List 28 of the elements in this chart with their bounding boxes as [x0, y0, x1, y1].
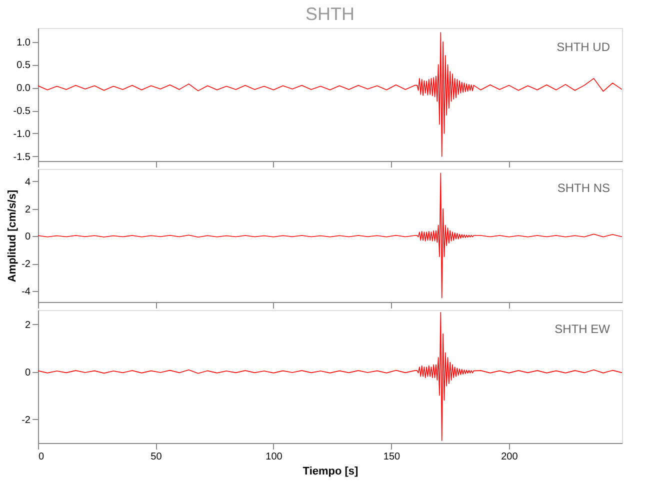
x-tick-label: 200 — [501, 452, 518, 462]
y-tick-label: 0.0 — [16, 83, 31, 94]
y-tick-label: -1.5 — [13, 152, 31, 163]
y-tick-label: 4 — [24, 176, 31, 188]
y-tick-label: 0 — [24, 367, 31, 378]
annotation: SHTH NS — [557, 181, 610, 195]
x-axis-title: Tiempo [s] — [302, 466, 359, 478]
y-tick-label: -1.0 — [13, 128, 31, 140]
line-series — [38, 312, 622, 442]
chart-title: SHTH — [306, 4, 354, 24]
line-series — [38, 32, 622, 157]
y-tick-label: -2 — [22, 414, 31, 426]
x-tick-label: 100 — [266, 452, 283, 462]
y-tick-label: 0.5 — [16, 60, 31, 72]
annotation: SHTH EW — [554, 322, 611, 336]
y-tick-label: 1.0 — [16, 37, 31, 48]
x-tick-label: 150 — [383, 452, 401, 462]
y-tick-label: 2 — [24, 204, 31, 216]
y-tick-label: -2 — [22, 259, 31, 270]
annotation: SHTH UD — [556, 40, 610, 54]
y-axis-title: Amplitud [cm/s/s] — [6, 190, 19, 282]
y-tick-label: 2 — [24, 320, 31, 331]
y-tick-label: -4 — [22, 286, 31, 298]
y-tick-label: -0.5 — [13, 106, 31, 118]
x-tick-label: 0 — [38, 452, 44, 462]
x-tick-label: 50 — [150, 452, 162, 462]
y-tick-label: 0 — [24, 232, 31, 243]
line-series — [38, 172, 622, 298]
